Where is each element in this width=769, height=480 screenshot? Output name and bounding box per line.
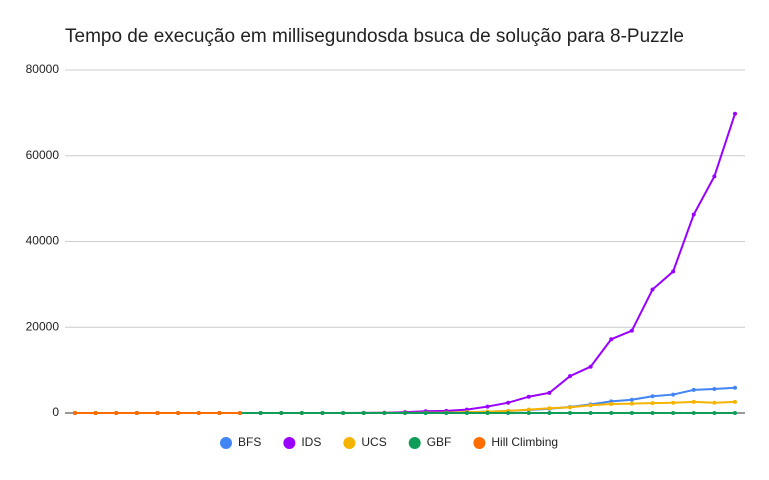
data-point bbox=[547, 406, 552, 411]
data-point bbox=[341, 411, 346, 415]
data-point bbox=[733, 111, 737, 116]
data-point bbox=[568, 405, 572, 410]
data-point bbox=[93, 410, 98, 415]
legend-label: GBF bbox=[427, 435, 452, 449]
data-point bbox=[650, 394, 655, 399]
data-point bbox=[691, 387, 696, 392]
data-point bbox=[547, 390, 552, 395]
data-point bbox=[609, 337, 614, 342]
y-tick-label: 80000 bbox=[26, 62, 60, 76]
data-point bbox=[691, 411, 696, 415]
data-point bbox=[114, 410, 119, 415]
data-point bbox=[588, 364, 593, 369]
data-point bbox=[588, 403, 593, 408]
data-point bbox=[526, 394, 531, 399]
data-point bbox=[568, 411, 572, 415]
chart-title: Tempo de execução em millisegundosda bsu… bbox=[65, 26, 684, 47]
data-point bbox=[568, 374, 572, 379]
data-point bbox=[671, 411, 676, 415]
data-point bbox=[547, 411, 552, 415]
data-point bbox=[361, 411, 366, 415]
data-point bbox=[506, 400, 511, 405]
legend-label: IDS bbox=[301, 435, 321, 449]
data-point bbox=[588, 411, 593, 415]
data-point bbox=[134, 410, 139, 415]
data-point bbox=[444, 411, 449, 415]
legend-label: UCS bbox=[361, 435, 386, 449]
legend-swatch bbox=[343, 437, 356, 449]
data-point bbox=[485, 404, 490, 409]
series-line bbox=[75, 386, 736, 414]
data-point bbox=[196, 410, 201, 415]
data-point bbox=[629, 328, 634, 333]
data-point bbox=[464, 411, 469, 415]
data-point bbox=[485, 411, 490, 415]
data-point bbox=[712, 411, 717, 415]
data-point bbox=[629, 401, 634, 406]
series-line bbox=[75, 113, 736, 414]
data-point bbox=[733, 385, 737, 390]
legend-label: BFS bbox=[238, 435, 261, 449]
data-point bbox=[299, 411, 304, 415]
data-point bbox=[733, 399, 737, 404]
data-point bbox=[320, 411, 325, 415]
legend-label: Hill Climbing bbox=[491, 435, 558, 449]
y-tick-label: 60000 bbox=[26, 148, 60, 162]
data-point bbox=[650, 287, 655, 292]
data-point bbox=[258, 411, 263, 415]
data-point bbox=[526, 411, 531, 415]
data-point bbox=[403, 411, 407, 415]
y-tick-label: 20000 bbox=[26, 319, 60, 333]
legend-swatch bbox=[408, 437, 421, 449]
data-point bbox=[671, 269, 676, 274]
legend-swatch bbox=[283, 437, 296, 449]
data-point bbox=[712, 386, 717, 391]
legend-swatch bbox=[220, 437, 232, 449]
data-point bbox=[423, 411, 428, 415]
data-point bbox=[506, 411, 511, 415]
data-point bbox=[155, 410, 160, 415]
data-point bbox=[691, 212, 696, 217]
data-point bbox=[712, 174, 717, 179]
data-point bbox=[238, 410, 242, 415]
data-point bbox=[526, 407, 531, 412]
data-point bbox=[176, 410, 181, 415]
data-point bbox=[382, 411, 387, 415]
legend-swatch bbox=[473, 437, 486, 449]
data-point bbox=[733, 411, 737, 415]
data-point bbox=[217, 410, 222, 415]
data-point bbox=[691, 399, 696, 404]
data-point bbox=[609, 411, 614, 415]
data-point bbox=[629, 397, 634, 402]
data-point bbox=[650, 401, 655, 406]
data-point bbox=[712, 400, 717, 405]
data-point bbox=[609, 401, 614, 406]
data-point bbox=[279, 411, 284, 415]
data-point bbox=[73, 410, 77, 415]
y-tick-label: 40000 bbox=[26, 234, 60, 248]
data-point bbox=[671, 400, 676, 405]
data-point bbox=[671, 392, 676, 397]
data-point bbox=[650, 411, 655, 415]
y-tick-label: 0 bbox=[52, 405, 59, 419]
data-point bbox=[629, 411, 634, 415]
